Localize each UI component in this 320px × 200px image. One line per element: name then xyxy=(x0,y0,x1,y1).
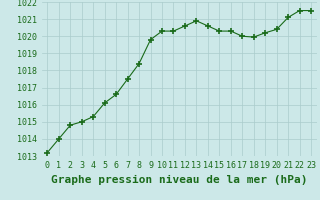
X-axis label: Graphe pression niveau de la mer (hPa): Graphe pression niveau de la mer (hPa) xyxy=(51,175,308,185)
